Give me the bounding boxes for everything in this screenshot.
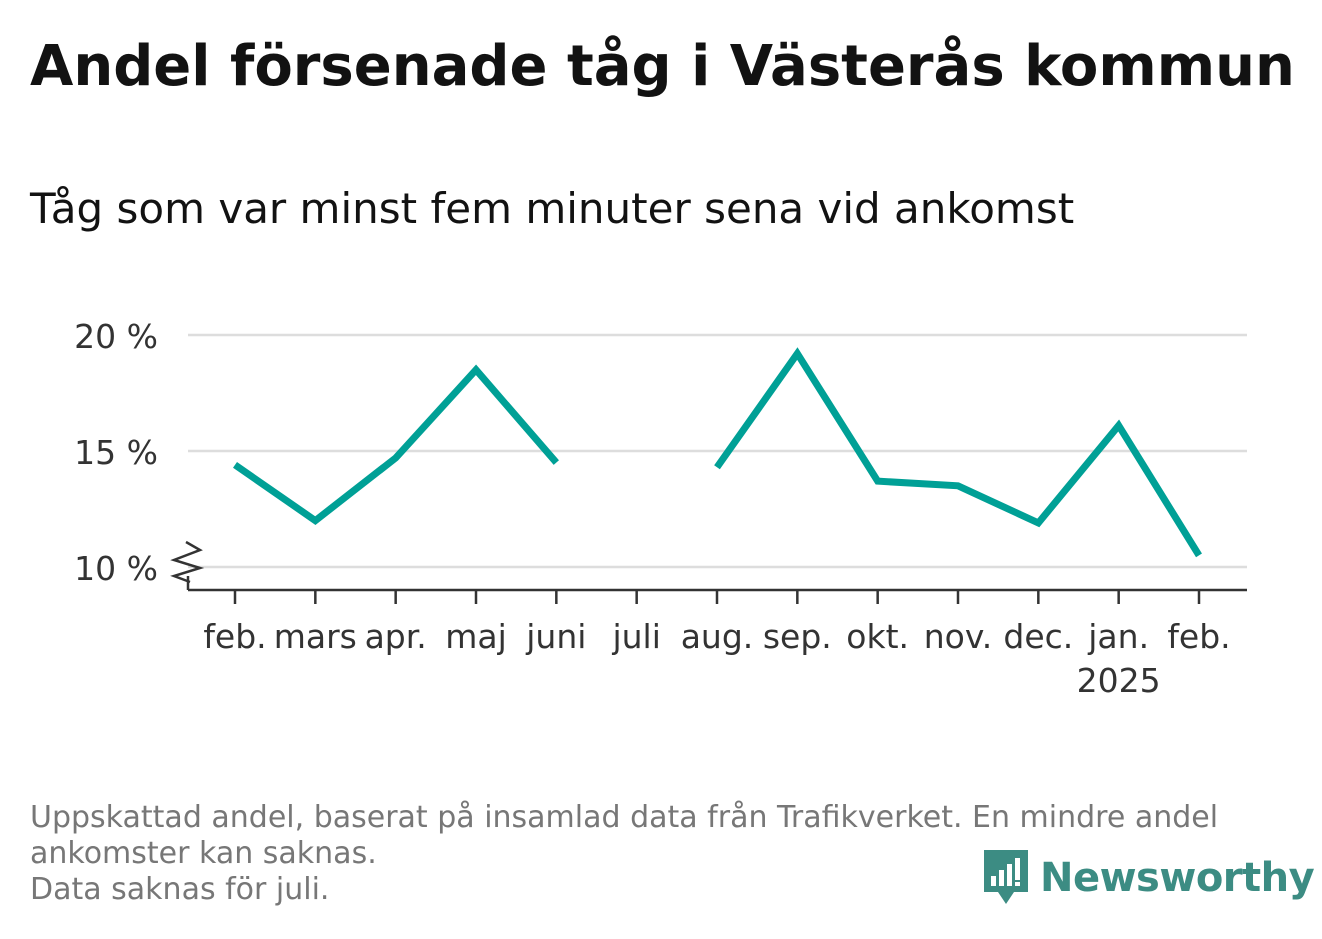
newsworthy-logo: Newsworthy bbox=[982, 848, 1315, 908]
x-tick-label: feb. bbox=[1167, 617, 1230, 656]
x-tick-label: jan. bbox=[1087, 617, 1149, 656]
x-tick-label: okt. bbox=[846, 617, 909, 656]
x-tick-label: apr. bbox=[365, 617, 427, 656]
x-tick-label: sep. bbox=[763, 617, 832, 656]
footnote: Uppskattad andel, baserat på insamlad da… bbox=[30, 800, 1280, 908]
x-tick-label: dec. bbox=[1003, 617, 1073, 656]
x-axis bbox=[170, 540, 1247, 604]
chart-subtitle: Tåg som var minst fem minuter sena vid a… bbox=[30, 184, 1075, 233]
footnote-line-2: ankomster kan saknas. bbox=[30, 836, 377, 871]
x-tick-label: nov. bbox=[924, 617, 993, 656]
x-tick-label: maj bbox=[445, 617, 507, 656]
year-label: 2025 bbox=[1077, 661, 1161, 700]
y-tick-label: 10 % bbox=[74, 549, 158, 588]
series-lines bbox=[233, 347, 1202, 558]
footnote-line-1: Uppskattad andel, baserat på insamlad da… bbox=[30, 800, 1219, 835]
y-axis-labels: 10 % 15 % 20 % bbox=[74, 317, 158, 588]
gridlines bbox=[188, 333, 1247, 569]
y-tick-label: 15 % bbox=[74, 433, 158, 472]
x-tick-label: juni bbox=[525, 617, 586, 656]
x-tick-label: aug. bbox=[681, 617, 754, 656]
newsworthy-logo-icon bbox=[984, 850, 1028, 904]
series-line-segment bbox=[233, 364, 559, 525]
x-tick-label: mars bbox=[274, 617, 357, 656]
footnote-line-3: Data saknas för juli. bbox=[30, 872, 330, 907]
y-tick-label: 20 % bbox=[74, 317, 158, 356]
series-line-segment bbox=[714, 347, 1202, 558]
x-tick-label: juli bbox=[611, 617, 660, 656]
logo-text: Newsworthy bbox=[1040, 855, 1315, 901]
x-axis-labels: feb. mars apr. maj juni juli aug. sep. okt. nov. d… bbox=[203, 617, 1230, 700]
x-tick-label: feb. bbox=[203, 617, 266, 656]
chart-title: Andel försenade tåg i Västerås kommun bbox=[30, 34, 1295, 99]
y-axis-break-mark bbox=[170, 540, 205, 584]
line-chart: 10 %15 %20 % feb. mars apr. maj juni juli aug.… bbox=[74, 317, 1247, 700]
